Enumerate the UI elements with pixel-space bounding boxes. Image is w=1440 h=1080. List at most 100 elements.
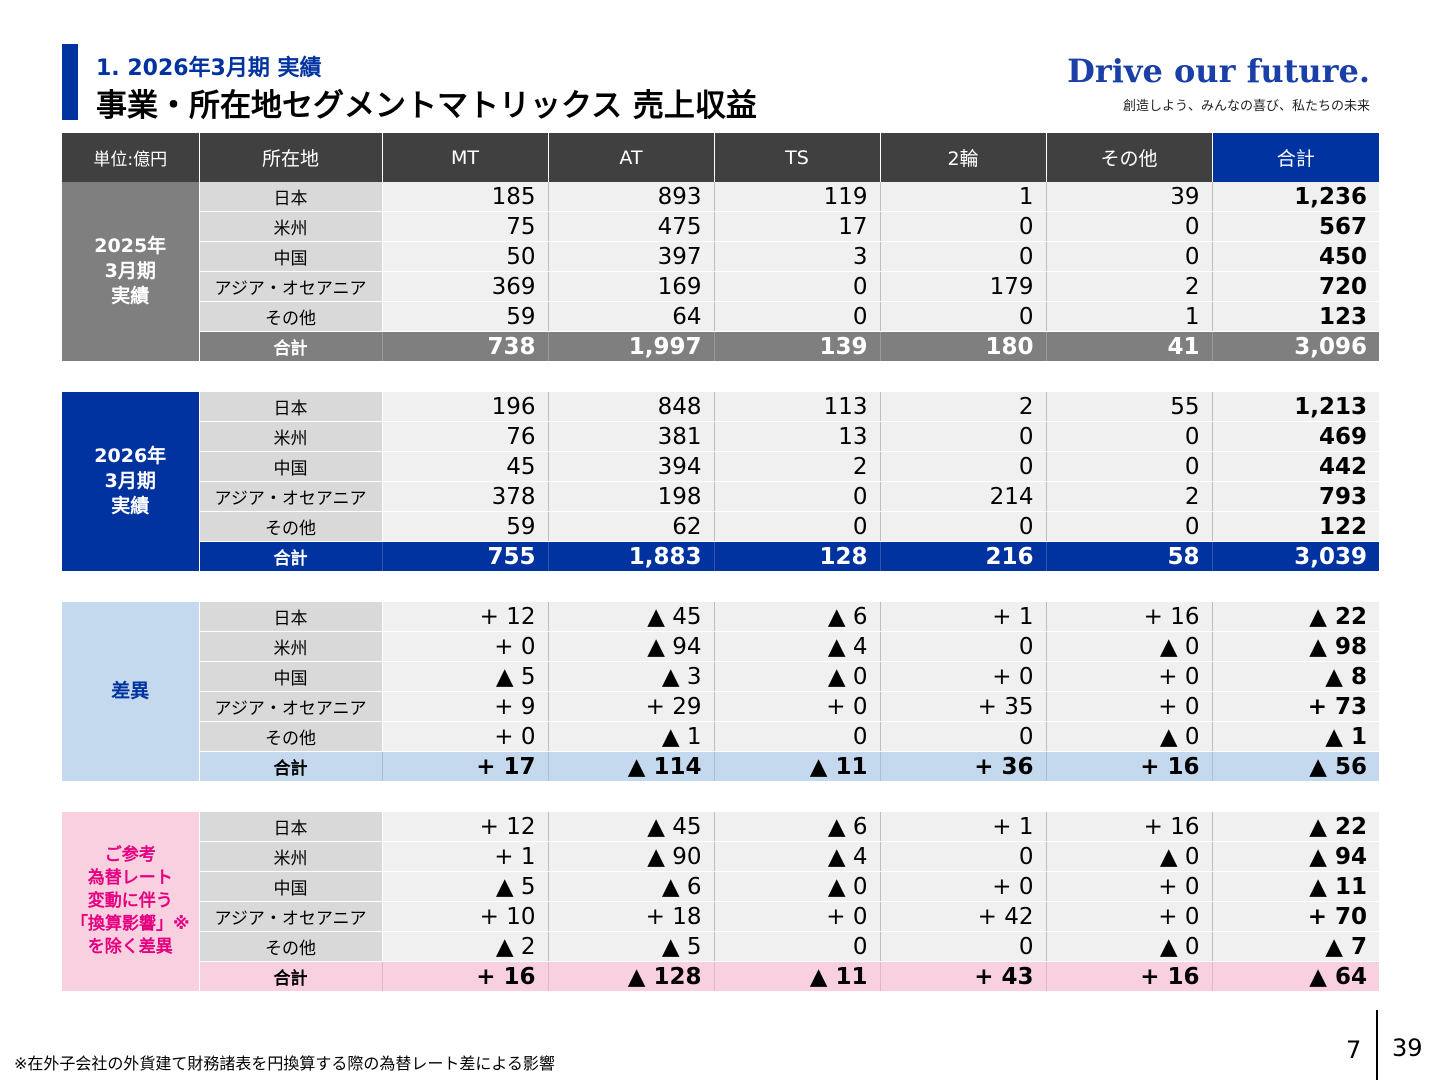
value-cell-other: 0: [1046, 241, 1213, 272]
value-cell-at: ▲ 3: [548, 661, 715, 692]
value-cell-ts: 13: [714, 421, 881, 452]
value-cell-mt: 196: [382, 392, 549, 422]
group-label-line: 「換算影響」※: [70, 913, 190, 934]
value-cell-at: ▲ 1: [548, 721, 715, 752]
value-cell-total: 1,236: [1212, 182, 1379, 212]
value-cell-motorcycle: 0: [880, 931, 1047, 962]
value-cell-mt: + 10: [382, 901, 549, 932]
value-cell-at: 169: [548, 271, 715, 302]
value-cell-other: ▲ 0: [1046, 841, 1213, 872]
value-cell-total: 793: [1212, 481, 1379, 512]
value-cell-ts: 2: [714, 451, 881, 482]
header-mt: MT: [382, 133, 549, 182]
value-cell-mt: ▲ 5: [382, 871, 549, 902]
value-cell-ts: ▲ 0: [714, 661, 881, 692]
table-row: 2025年 3月期 実績 日本 185 893 119 1 39 1,236: [62, 182, 1379, 362]
value-cell-at: ▲ 45: [548, 812, 715, 842]
value-cell-total: 3,039: [1212, 541, 1379, 572]
value-cell-mt: + 0: [382, 721, 549, 752]
value-cell-other: + 16: [1046, 751, 1213, 782]
value-cell-motorcycle: 216: [880, 541, 1047, 572]
location-cell: その他: [199, 931, 383, 962]
value-cell-total: 720: [1212, 271, 1379, 302]
value-cell-at: 1,883: [548, 541, 715, 572]
value-cell-other: 39: [1046, 182, 1213, 212]
table-row: 米州 + 1 ▲ 90 ▲ 4 0 ▲ 0 ▲ 94: [62, 841, 1379, 872]
location-cell: 日本: [199, 602, 383, 632]
value-cell-other: + 0: [1046, 691, 1213, 722]
value-cell-at: 64: [548, 301, 715, 332]
value-cell-other: 1: [1046, 301, 1213, 332]
spacer-cell: [62, 361, 1379, 392]
value-cell-ts: 113: [714, 392, 881, 422]
value-cell-ts: ▲ 0: [714, 871, 881, 902]
value-cell-mt: + 12: [382, 812, 549, 842]
table-row: その他 ▲ 2 ▲ 5 0 0 ▲ 0 ▲ 7: [62, 931, 1379, 962]
location-cell: 合計: [199, 541, 383, 572]
value-cell-mt: + 12: [382, 602, 549, 632]
value-cell-mt: 59: [382, 301, 549, 332]
value-cell-at: 397: [548, 241, 715, 272]
value-cell-total: ▲ 98: [1212, 631, 1379, 662]
value-cell-total: ▲ 22: [1212, 602, 1379, 632]
location-cell: 合計: [199, 751, 383, 782]
table-row: その他 59 62 0 0 0 122: [62, 511, 1379, 542]
value-cell-motorcycle: + 0: [880, 871, 1047, 902]
location-cell: アジア・オセアニア: [199, 691, 383, 722]
value-cell-mt: 378: [382, 481, 549, 512]
brand-logo-text: Drive our future.: [1067, 52, 1370, 90]
header-motorcycle: 2輪: [880, 133, 1047, 182]
table-row: 中国 ▲ 5 ▲ 6 ▲ 0 + 0 + 0 ▲ 11: [62, 871, 1379, 902]
brand-tagline: 創造しよう、みんなの喜び、私たちの未来: [1122, 99, 1370, 114]
value-cell-total: 469: [1212, 421, 1379, 452]
location-cell: 米州: [199, 631, 383, 662]
group-label-line: 3月期: [104, 470, 156, 493]
group-label-line: ご参考: [104, 845, 156, 866]
group-spacer: [62, 781, 1379, 812]
value-cell-total: ▲ 7: [1212, 931, 1379, 962]
value-cell-ts: 3: [714, 241, 881, 272]
header-other: その他: [1046, 133, 1213, 182]
value-cell-motorcycle: + 42: [880, 901, 1047, 932]
value-cell-mt: 369: [382, 271, 549, 302]
value-cell-motorcycle: + 43: [880, 961, 1047, 992]
segment-matrix-table: 単位:億円 所在地 MT AT TS 2輪 その他 合計 2025年 3月期 実績日…: [62, 133, 1379, 992]
value-cell-at: ▲ 114: [548, 751, 715, 782]
value-cell-ts: ▲ 11: [714, 751, 881, 782]
location-cell: 日本: [199, 392, 383, 422]
value-cell-ts: 0: [714, 301, 881, 332]
location-cell: アジア・オセアニア: [199, 271, 383, 302]
group-label-line: 為替レート: [87, 868, 173, 889]
location-cell: 日本: [199, 812, 383, 842]
value-cell-other: + 16: [1046, 961, 1213, 992]
group-label-line: 変動に伴う: [87, 891, 173, 912]
table-row: 米州 75 475 17 0 0 567: [62, 211, 1379, 242]
group-label-line: 実績: [111, 494, 150, 517]
location-cell: 合計: [199, 961, 383, 992]
header-ts: TS: [714, 133, 881, 182]
value-cell-other: + 0: [1046, 661, 1213, 692]
value-cell-other: 55: [1046, 392, 1213, 422]
total-row: 合計 738 1,997 139 180 41 3,096: [62, 331, 1379, 362]
value-cell-other: 0: [1046, 451, 1213, 482]
value-cell-at: + 18: [548, 901, 715, 932]
table-row: ご参考 為替レート 変動に伴う 「換算影響」※ を除く差異 日本 + 12 ▲ 45 ▲ 6 + …: [62, 812, 1379, 992]
value-cell-motorcycle: 0: [880, 841, 1047, 872]
value-cell-mt: + 9: [382, 691, 549, 722]
value-cell-other: + 16: [1046, 812, 1213, 842]
value-cell-mt: ▲ 2: [382, 931, 549, 962]
value-cell-motorcycle: 0: [880, 421, 1047, 452]
value-cell-ts: 128: [714, 541, 881, 572]
value-cell-total: ▲ 1: [1212, 721, 1379, 752]
value-cell-at: ▲ 5: [548, 931, 715, 962]
value-cell-ts: 0: [714, 931, 881, 962]
page-divider: [1376, 1010, 1378, 1080]
value-cell-ts: ▲ 6: [714, 602, 881, 632]
value-cell-ts: 119: [714, 182, 881, 212]
group-label-line: を除く差異: [87, 936, 173, 957]
header-location: 所在地: [199, 133, 383, 182]
value-cell-mt: 50: [382, 241, 549, 272]
value-cell-mt: ▲ 5: [382, 661, 549, 692]
value-cell-total: ▲ 8: [1212, 661, 1379, 692]
title-accent-bar: [62, 44, 78, 120]
